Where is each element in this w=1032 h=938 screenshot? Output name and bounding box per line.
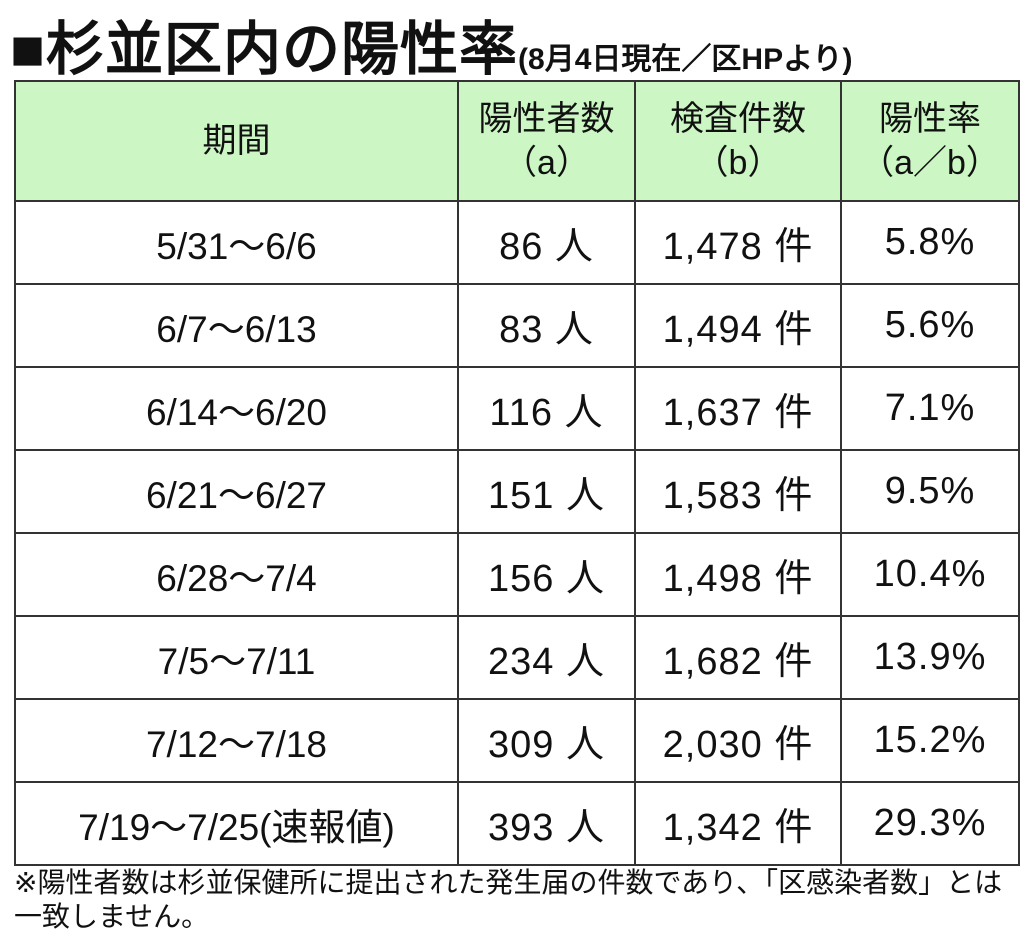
footnote: ※陽性者数は杉並保健所に提出された発生届の件数であり、「区感染者数」とは一致しま… <box>14 867 1003 932</box>
column-header: 陽性率 （a／b） <box>840 80 1020 202</box>
column-label: 陽性率 <box>879 100 981 138</box>
table-body: 5/31～6/6 86 人 1,478 件 5.8% 6/7～6/13 83 人 1,494… <box>14 200 1020 866</box>
value-cell: 393 人 <box>457 781 636 866</box>
value-cell: 83 人 <box>457 283 636 368</box>
value-cell: 116 人 <box>457 366 636 451</box>
value-cell: 5.6% <box>840 283 1020 368</box>
value-cell: 7.1% <box>840 366 1020 451</box>
subtitle: (8月4日現在／区HPより) <box>518 43 853 76</box>
column-header: 検査件数 （b） <box>634 80 842 202</box>
table-row: 6/21～6/27 151 人 1,583 件 9.5% <box>14 449 1020 534</box>
period-cell: 7/19～7/25(速報値) <box>14 781 459 866</box>
value-cell: 1,478 件 <box>634 200 842 285</box>
value-cell: 2,030 件 <box>634 698 842 783</box>
period-cell: 6/21～6/27 <box>14 449 459 534</box>
value-cell: 10.4% <box>840 532 1020 617</box>
value-cell: 15.2% <box>840 698 1020 783</box>
column-header: 陽性者数 （a） <box>457 80 636 202</box>
value-cell: 1,342 件 <box>634 781 842 866</box>
value-cell: 1,637 件 <box>634 366 842 451</box>
column-header: 期間 <box>14 80 459 202</box>
period-cell: 7/5～7/11 <box>14 615 459 700</box>
value-cell: 151 人 <box>457 449 636 534</box>
table-row: 6/7～6/13 83 人 1,494 件 5.6% <box>14 283 1020 368</box>
table-row: 7/5～7/11 234 人 1,682 件 13.9% <box>14 615 1020 700</box>
table-row: 6/14～6/20 116 人 1,637 件 7.1% <box>14 366 1020 451</box>
value-cell: 156 人 <box>457 532 636 617</box>
column-label: 期間 <box>202 122 271 160</box>
value-cell: 9.5% <box>840 449 1020 534</box>
column-label: 検査件数 <box>670 100 806 138</box>
period-cell: 6/28～7/4 <box>14 532 459 617</box>
column-sublabel: （b） <box>694 144 782 182</box>
value-cell: 86 人 <box>457 200 636 285</box>
period-cell: 6/14～6/20 <box>14 366 459 451</box>
value-cell: 1,498 件 <box>634 532 842 617</box>
title: ■杉並区内の陽性率 <box>10 17 519 82</box>
value-cell: 29.3% <box>840 781 1020 866</box>
period-cell: 6/7～6/13 <box>14 283 459 368</box>
value-cell: 309 人 <box>457 698 636 783</box>
value-cell: 13.9% <box>840 615 1020 700</box>
table: 期間 陽性者数 （a） 検査件数 （b） 陽性率 （a／b） 5/31～6/6 86 人 1,4… <box>14 80 1020 866</box>
value-cell: 1,682 件 <box>634 615 842 700</box>
value-cell: 1,494 件 <box>634 283 842 368</box>
table-row: 7/12～7/18 309 人 2,030 件 15.2% <box>14 698 1020 783</box>
column-label: 陽性者数 <box>478 100 615 138</box>
header: ■杉並区内の陽性率(8月4日現在／区HPより) <box>10 2 852 86</box>
period-cell: 7/12～7/18 <box>14 698 459 783</box>
table-row: 5/31～6/6 86 人 1,478 件 5.8% <box>14 200 1020 285</box>
value-cell: 5.8% <box>840 200 1020 285</box>
header-row: 期間 陽性者数 （a） 検査件数 （b） 陽性率 （a／b） <box>14 80 1020 202</box>
table-row: 6/28～7/4 156 人 1,498 件 10.4% <box>14 532 1020 617</box>
table-row: 7/19～7/25(速報値) 393 人 1,342 件 29.3% <box>14 781 1020 866</box>
period-cell: 5/31～6/6 <box>14 200 459 285</box>
value-cell: 234 人 <box>457 615 636 700</box>
column-sublabel: （a／b） <box>860 144 1000 182</box>
column-sublabel: （a） <box>503 144 590 182</box>
value-cell: 1,583 件 <box>634 449 842 534</box>
